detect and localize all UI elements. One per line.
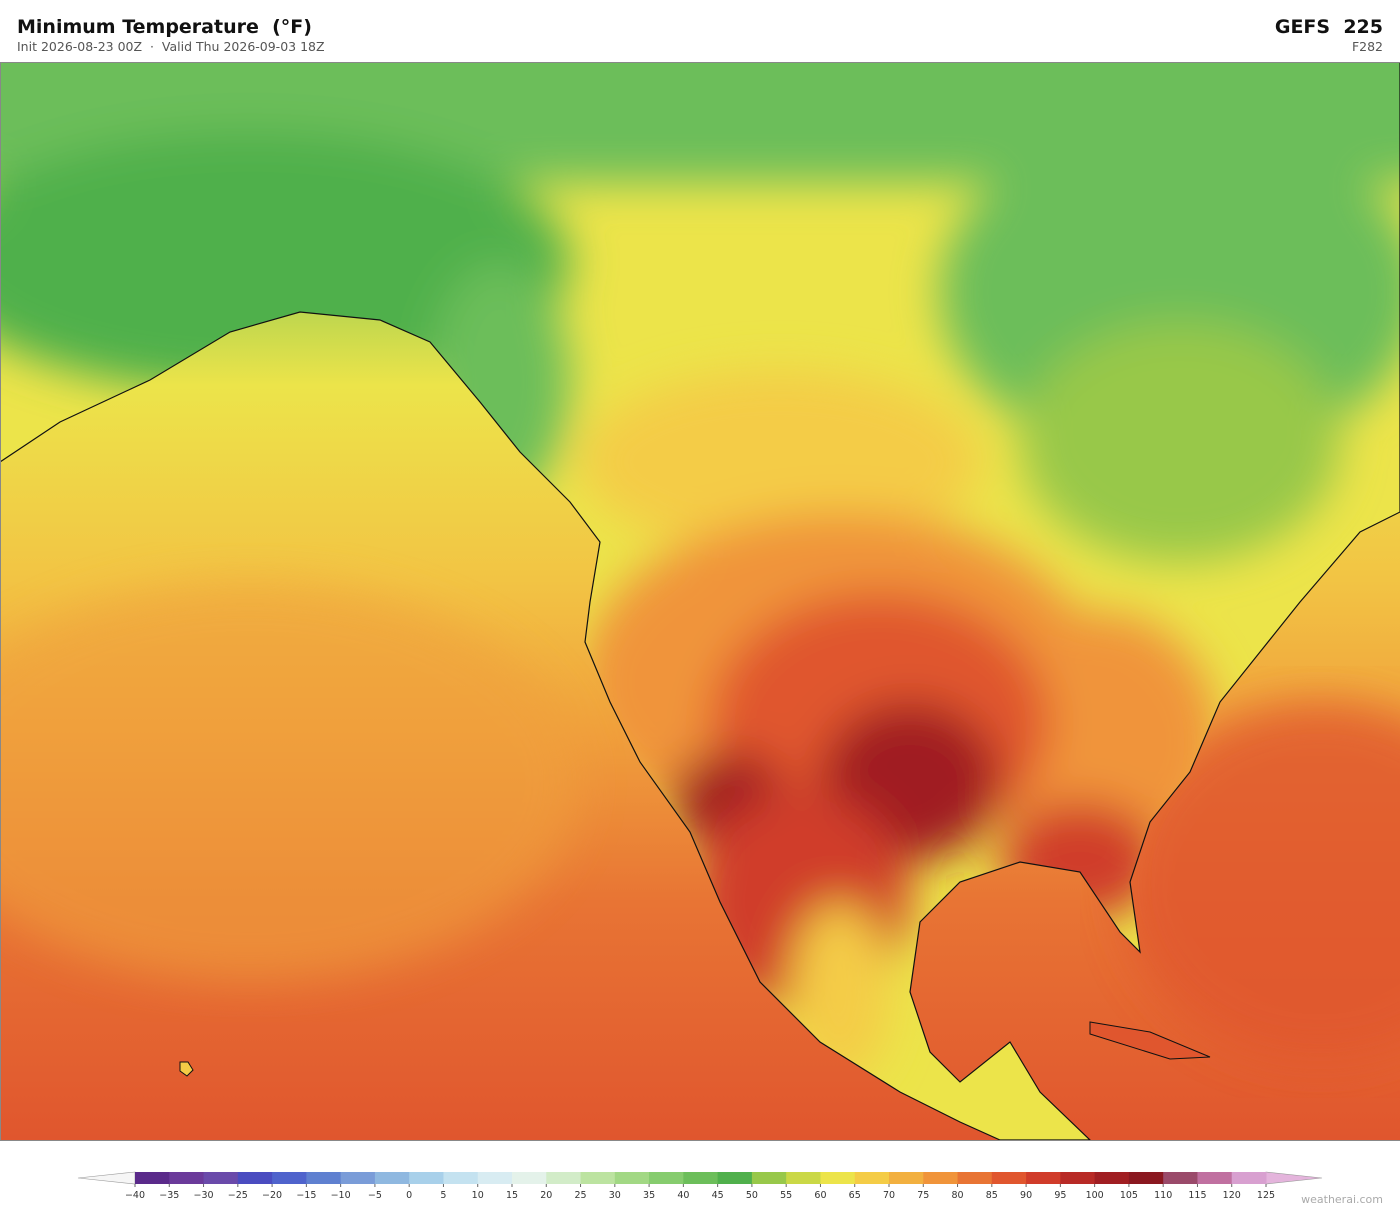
colorbar-tick-label: 100 — [1086, 1190, 1104, 1201]
land-fields — [0, 62, 1400, 1140]
colorbar-box — [957, 1172, 993, 1184]
colorbar: −40 −35 −30 −25 −20 −15 −10 −5 0 5 10 15 20 25 30 35 40 4… — [77, 1171, 1323, 1201]
colorbar-tick-label: 5 — [440, 1190, 446, 1201]
colorbar-tick-label: 65 — [849, 1190, 861, 1201]
colorbar-tick-label: 15 — [506, 1190, 518, 1201]
colorbar-box — [1231, 1172, 1267, 1184]
colorbar-box — [1197, 1172, 1233, 1184]
colorbar-box — [717, 1172, 753, 1184]
colorbar-box — [751, 1172, 787, 1184]
colorbar-box — [512, 1172, 547, 1184]
colorbar-tick-label: 60 — [814, 1190, 826, 1201]
colorbar-tick-label: −20 — [262, 1190, 282, 1201]
colorbar-tick-label: 50 — [746, 1190, 758, 1201]
colorbar-box — [820, 1172, 856, 1184]
colorbar-tick-label: 35 — [643, 1190, 655, 1201]
colorbar-tick-label: 40 — [677, 1190, 689, 1201]
colorbar-box — [169, 1172, 205, 1184]
colorbar-over — [1265, 1171, 1323, 1185]
colorbar-tick-label: 20 — [540, 1190, 552, 1201]
colorbar-box — [580, 1172, 616, 1184]
colorbar-tick-label: −10 — [331, 1190, 351, 1201]
colorbar-tick-label: 25 — [574, 1190, 586, 1201]
colorbar-box — [237, 1172, 273, 1184]
colorbar-tick-label: 80 — [951, 1190, 963, 1201]
colorbar-tick-label: −35 — [159, 1190, 179, 1201]
colorbar-box — [614, 1172, 650, 1184]
watermark: weatherai.com — [1301, 1193, 1383, 1206]
subtitle: Init 2026-08-23 00Z · Valid Thu 2026-09-… — [17, 39, 325, 54]
colorbar-tick-label: 10 — [472, 1190, 484, 1201]
colorbar-tick-label: 95 — [1054, 1190, 1066, 1201]
colorbar-box — [923, 1172, 959, 1184]
colorbar-box — [306, 1172, 342, 1184]
colorbar-box — [374, 1172, 410, 1184]
colorbar-tick-label: −15 — [296, 1190, 316, 1201]
forecast-hour: F282 — [1351, 39, 1383, 54]
colorbar-box — [340, 1172, 376, 1184]
colorbar-box — [786, 1172, 821, 1184]
ocean-field — [0, 582, 580, 982]
colorbar-box — [135, 1172, 170, 1184]
colorbar-box — [409, 1172, 444, 1184]
colorbar-tick-label: 30 — [609, 1190, 621, 1201]
colorbar-box — [1094, 1172, 1130, 1184]
colorbar-tick-label: 85 — [986, 1190, 998, 1201]
colorbar-tick-label: 90 — [1020, 1190, 1032, 1201]
colorbar-tick-label: 45 — [712, 1190, 724, 1201]
island — [1089, 1021, 1211, 1060]
colorbar-tick-label: −30 — [194, 1190, 214, 1201]
colorbar-tick-label: 115 — [1188, 1190, 1206, 1201]
colorbar-tick-label: 110 — [1154, 1190, 1172, 1201]
colorbar-tick-label: 75 — [917, 1190, 929, 1201]
colorbar-under — [77, 1171, 136, 1185]
colorbar-box — [1128, 1172, 1164, 1184]
colorbar-tick-label: 120 — [1223, 1190, 1241, 1201]
colorbar-tick-label: 105 — [1120, 1190, 1138, 1201]
colorbar-tick-label: −40 — [125, 1190, 145, 1201]
colorbar-box — [1026, 1172, 1061, 1184]
colorbar-tick-label: 55 — [780, 1190, 792, 1201]
colorbar-box — [991, 1172, 1027, 1184]
colorbar-box — [854, 1172, 890, 1184]
colorbar-box — [1163, 1172, 1198, 1184]
colorbar-box — [546, 1172, 582, 1184]
colorbar-tick-label: 125 — [1257, 1190, 1275, 1201]
colorbar-box — [649, 1172, 684, 1184]
colorbar-tick-label: 0 — [406, 1190, 412, 1201]
ocean-field — [1120, 702, 1400, 1062]
colorbar-box — [683, 1172, 719, 1184]
colorbar-box — [477, 1172, 513, 1184]
colorbar-tick-label: −5 — [368, 1190, 382, 1201]
map — [0, 62, 1400, 1140]
colorbar-tick-label: −25 — [228, 1190, 248, 1201]
island — [179, 1061, 194, 1077]
colorbar-box — [889, 1172, 924, 1184]
colorbar-box — [1060, 1172, 1096, 1184]
colorbar-box — [272, 1172, 307, 1184]
colorbar-tick-label: 70 — [883, 1190, 895, 1201]
title: Minimum Temperature (°F) — [17, 16, 312, 38]
model: GEFS 225 — [1274, 16, 1383, 38]
colorbar-box — [203, 1172, 239, 1184]
colorbar-box — [443, 1172, 479, 1184]
